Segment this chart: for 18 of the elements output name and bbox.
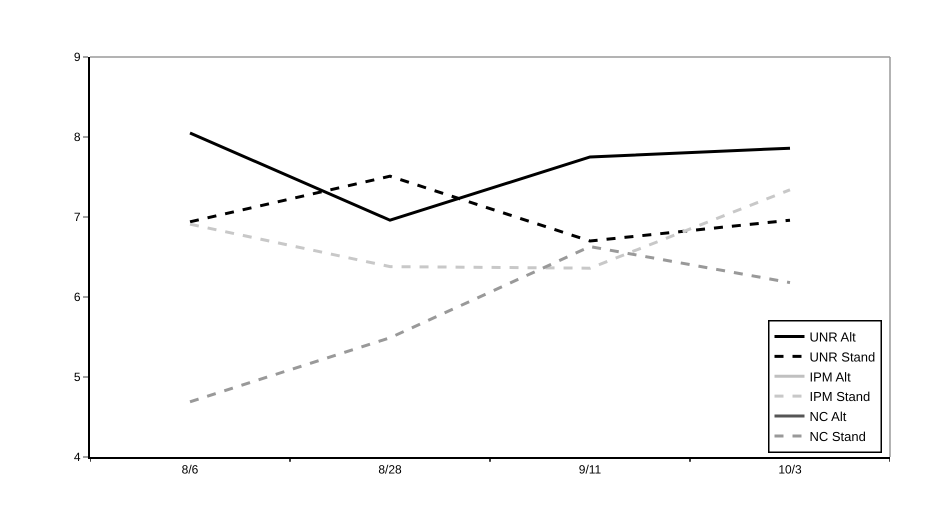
- x-tick-label: 9/11: [578, 462, 602, 476]
- y-tick-label: 9: [74, 50, 81, 64]
- x-tick-label: 8/28: [378, 462, 402, 476]
- y-tick-label: 8: [74, 130, 81, 144]
- legend-label: UNR Alt: [810, 330, 856, 345]
- legend-label: UNR Stand: [810, 349, 876, 364]
- y-tick-label: 4: [74, 450, 81, 464]
- legend-label: IPM Alt: [810, 369, 852, 384]
- legend-label: NC Stand: [810, 429, 866, 444]
- x-tick-label: 10/3: [778, 462, 802, 476]
- y-tick-label: 5: [74, 370, 81, 384]
- y-tick-label: 6: [74, 290, 81, 304]
- legend-label: NC Alt: [810, 409, 847, 424]
- y-tick-label: 7: [74, 210, 81, 224]
- line-series: [188, 188, 792, 270]
- legend-label: IPM Stand: [810, 389, 870, 404]
- x-tick-label: 8/6: [182, 462, 199, 476]
- line-series: [188, 245, 792, 404]
